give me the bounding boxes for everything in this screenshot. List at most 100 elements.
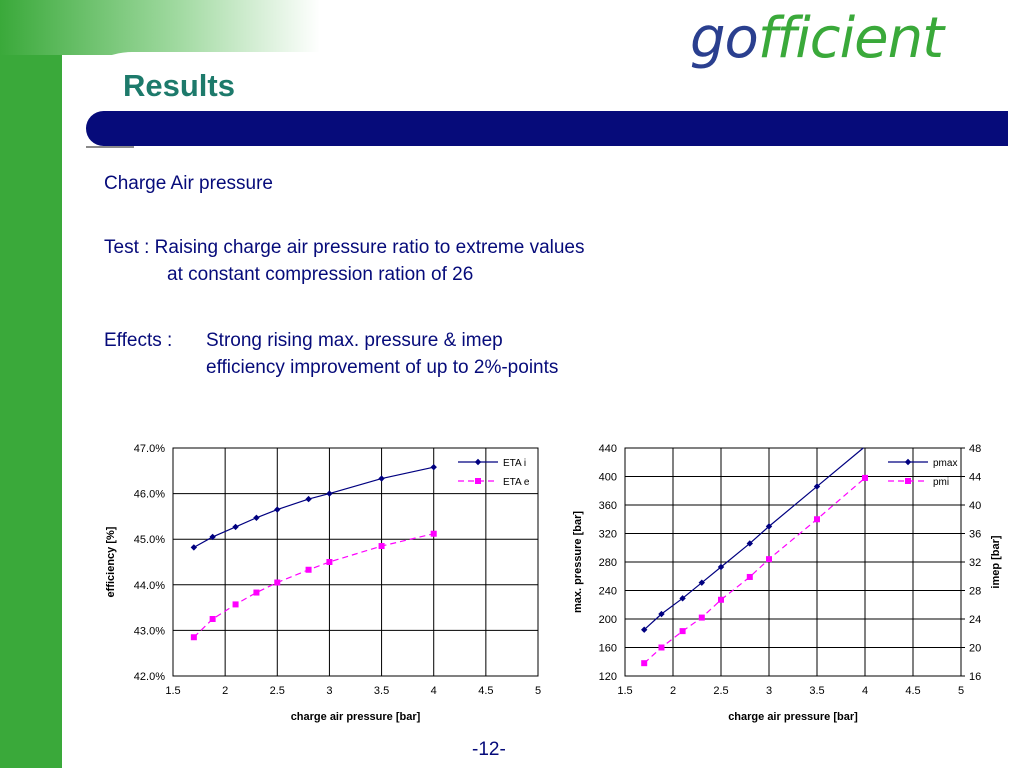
- data-point: [746, 573, 753, 580]
- y2-tick-label: 36: [969, 529, 981, 541]
- x-tick-label: 2.5: [713, 685, 728, 697]
- x-axis-label: charge air pressure [bar]: [728, 711, 858, 723]
- y-tick-label: 43.0%: [134, 625, 165, 637]
- x-tick-label: 4.5: [478, 685, 493, 697]
- plot-area-frame: [624, 447, 962, 677]
- slide-title: Results: [123, 68, 235, 103]
- data-point: [305, 495, 312, 503]
- data-point: [378, 543, 385, 550]
- data-point: [274, 506, 281, 513]
- data-point: [814, 516, 820, 523]
- y-tick-label: 200: [599, 614, 617, 626]
- legend-marker: [474, 458, 482, 466]
- x-tick-label: 5: [958, 685, 964, 697]
- legend-label: ETA e: [503, 477, 530, 488]
- series-line: [643, 447, 864, 631]
- y-tick-label: 320: [599, 529, 617, 541]
- legend-label: pmi: [933, 477, 949, 488]
- legend-marker: [904, 458, 912, 466]
- data-point: [430, 463, 437, 471]
- y-tick-label: 46.0%: [134, 489, 165, 501]
- header-band-shadow: [86, 146, 134, 148]
- y2-tick-label: 20: [969, 643, 981, 655]
- data-point: [641, 660, 648, 667]
- data-point: [305, 566, 312, 573]
- series-line: [643, 477, 866, 664]
- y2-tick-label: 44: [969, 472, 981, 484]
- data-point: [813, 483, 821, 490]
- y2-tick-label: 16: [969, 671, 981, 683]
- x-tick-label: 3.5: [374, 685, 389, 697]
- test-line-2: at constant compression ration of 26: [167, 264, 474, 285]
- subtitle: Charge Air pressure: [104, 173, 273, 194]
- y2-tick-label: 40: [969, 500, 981, 512]
- series-group-pmi: [641, 474, 868, 667]
- plot-area-frame: [172, 447, 539, 677]
- logo-part-go: go: [690, 6, 759, 71]
- series-line: [193, 466, 434, 548]
- content-curve: [62, 52, 482, 772]
- data-point: [326, 490, 333, 497]
- company-logo: gofficient: [690, 6, 944, 71]
- data-point: [766, 556, 772, 563]
- data-point: [274, 579, 281, 586]
- x-axis-label: charge air pressure [bar]: [291, 711, 421, 723]
- header-band: [86, 111, 1008, 146]
- x-tick-label: 2: [670, 685, 676, 697]
- x-tick-label: 4: [431, 685, 437, 697]
- green-side-bar: [0, 0, 62, 768]
- y-tick-label: 240: [599, 586, 617, 598]
- y-tick-label: 47.0%: [134, 443, 165, 455]
- data-point: [430, 530, 437, 537]
- legend-label: pmax: [933, 458, 957, 469]
- x-tick-label: 3: [766, 685, 772, 697]
- y-axis-label: max. pressure [bar]: [572, 511, 584, 613]
- data-point: [698, 614, 705, 621]
- data-point: [717, 563, 725, 571]
- data-point: [232, 523, 239, 531]
- efficiency-chart: 42.0% 43.0% 44.0% 45.0% 46.0% 47.0% 1.5 2 2.5 3 3.…: [105, 443, 541, 723]
- x-tick-label: 3: [326, 685, 332, 697]
- data-point: [190, 634, 197, 641]
- y-tick-label: 360: [599, 500, 617, 512]
- legend-marker: [905, 478, 911, 484]
- series-group-pmax: [641, 447, 864, 633]
- effects-label: Effects :: [104, 330, 173, 351]
- data-point: [209, 616, 216, 622]
- y-axis-label: efficiency [%]: [105, 526, 117, 597]
- logo-part-fficient: fficient: [757, 6, 944, 71]
- y2-tick-label: 48: [969, 443, 981, 455]
- y-tick-label: 440: [599, 443, 617, 455]
- x-tick-label: 4.5: [905, 685, 920, 697]
- y-tick-label: 160: [599, 643, 617, 655]
- test-line-1: Test : Raising charge air pressure ratio…: [104, 237, 585, 258]
- data-point: [658, 644, 665, 651]
- y-tick-label: 42.0%: [134, 671, 165, 683]
- y-tick-label: 45.0%: [134, 534, 165, 546]
- data-point: [765, 523, 773, 530]
- data-point: [190, 544, 198, 551]
- y-tick-label: 120: [599, 671, 617, 683]
- effects-line-1: Strong rising max. pressure & imep: [206, 330, 503, 351]
- data-point: [378, 475, 385, 482]
- data-point: [641, 626, 648, 633]
- series-line: [193, 533, 434, 638]
- y2-tick-label: 24: [969, 614, 981, 626]
- x-tick-label: 2: [222, 685, 228, 697]
- data-point: [862, 474, 868, 481]
- y-tick-label: 280: [599, 557, 617, 569]
- x-tick-label: 5: [535, 685, 541, 697]
- data-point: [253, 514, 260, 521]
- series-group-eta-e: [190, 530, 437, 641]
- legend-marker: [475, 478, 481, 484]
- series-group-eta-i: [190, 463, 437, 551]
- data-point: [326, 559, 333, 565]
- data-point: [232, 601, 239, 608]
- y-tick-label: 400: [599, 472, 617, 484]
- legend-label: ETA i: [503, 458, 526, 469]
- y2-axis-label: imep [bar]: [990, 535, 1002, 589]
- y2-tick-label: 32: [969, 557, 981, 569]
- x-tick-label: 1.5: [165, 685, 180, 697]
- y-tick-label: 44.0%: [134, 580, 165, 592]
- data-point: [253, 589, 260, 596]
